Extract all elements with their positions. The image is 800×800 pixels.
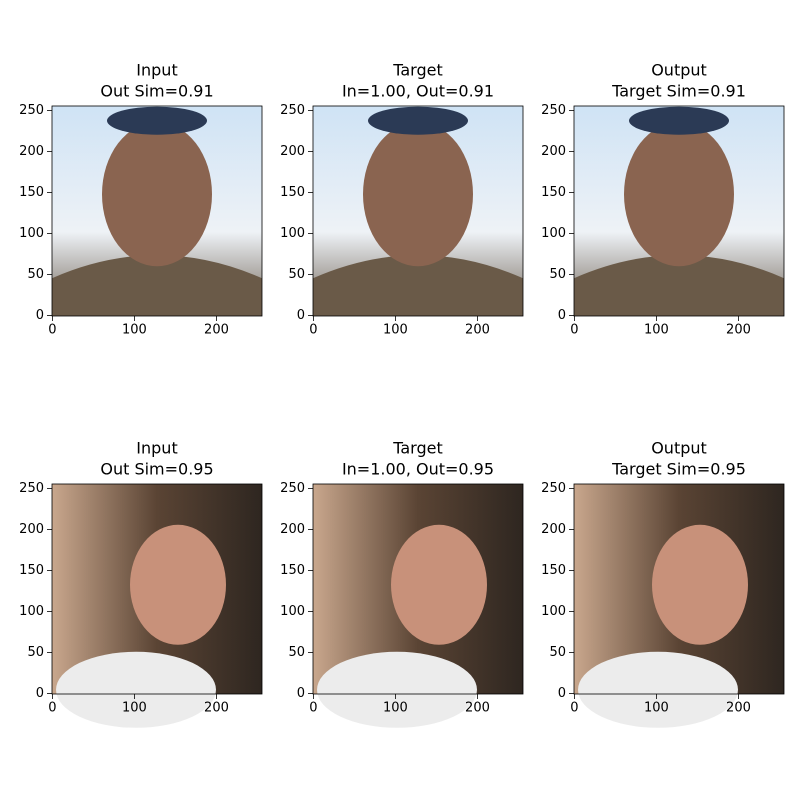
- image-region: [624, 122, 734, 267]
- y-tick-label: 150: [19, 185, 44, 200]
- subplot-title: Target: [392, 61, 443, 80]
- image-region: [363, 122, 473, 267]
- axes-frame: [573, 105, 785, 317]
- x-tick-label: 100: [383, 701, 408, 716]
- y-tick-label: 150: [541, 563, 566, 578]
- y-tick-label: 0: [297, 308, 305, 323]
- x-tick-label: 200: [465, 323, 490, 338]
- y-tick-label: 100: [280, 604, 305, 619]
- x-tick-label: 100: [644, 701, 669, 716]
- y-tick-label: 200: [19, 144, 44, 159]
- x-tick-label: 0: [570, 701, 578, 716]
- image-region: [578, 651, 738, 728]
- image-region: [574, 255, 784, 316]
- y-tick-label: 100: [541, 604, 566, 619]
- y-tick-label: 100: [19, 226, 44, 241]
- image-region: [652, 524, 748, 645]
- x-tick-label: 0: [48, 701, 56, 716]
- x-tick-label: 200: [465, 701, 490, 716]
- y-tick-label: 250: [19, 103, 44, 118]
- y-tick-label: 50: [549, 267, 566, 282]
- image-region: [52, 255, 262, 316]
- subplot-title: Input: [136, 61, 177, 80]
- y-tick-label: 0: [36, 308, 44, 323]
- y-tick-label: 100: [280, 226, 305, 241]
- x-tick-label: 0: [48, 323, 56, 338]
- image-region: [56, 651, 216, 728]
- y-tick-label: 0: [558, 686, 566, 701]
- x-tick-label: 100: [383, 323, 408, 338]
- x-tick-label: 100: [122, 323, 147, 338]
- y-tick-label: 200: [541, 144, 566, 159]
- y-tick-label: 250: [280, 103, 305, 118]
- subplot-title: Input: [136, 439, 177, 458]
- axes-frame: [51, 483, 263, 695]
- x-tick-label: 100: [644, 323, 669, 338]
- x-tick-label: 200: [204, 323, 229, 338]
- subplot-title: In=1.00, Out=0.95: [342, 460, 494, 479]
- y-tick-label: 0: [36, 686, 44, 701]
- y-tick-label: 50: [27, 267, 44, 282]
- y-tick-label: 150: [280, 185, 305, 200]
- y-tick-label: 0: [558, 308, 566, 323]
- y-tick-label: 200: [541, 522, 566, 537]
- subplot-title: Out Sim=0.95: [100, 460, 213, 479]
- image-region: [313, 255, 523, 316]
- y-tick-label: 50: [288, 645, 305, 660]
- y-tick-label: 250: [280, 481, 305, 496]
- y-tick-label: 150: [280, 563, 305, 578]
- image-region: [107, 106, 207, 135]
- x-tick-label: 0: [309, 323, 317, 338]
- x-tick-label: 200: [204, 701, 229, 716]
- image-region: [130, 524, 226, 645]
- subplot-title: Output: [651, 61, 707, 80]
- x-tick-label: 200: [726, 701, 751, 716]
- subplot-title: In=1.00, Out=0.91: [342, 82, 494, 101]
- image-region: [317, 651, 477, 728]
- y-tick-label: 50: [549, 645, 566, 660]
- y-tick-label: 200: [19, 522, 44, 537]
- y-tick-label: 150: [541, 185, 566, 200]
- y-tick-label: 0: [297, 686, 305, 701]
- y-tick-label: 100: [19, 604, 44, 619]
- y-tick-label: 50: [27, 645, 44, 660]
- y-tick-label: 200: [280, 522, 305, 537]
- x-tick-label: 100: [122, 701, 147, 716]
- x-tick-label: 0: [570, 323, 578, 338]
- image-region: [629, 106, 729, 135]
- image-region: [368, 106, 468, 135]
- y-tick-label: 50: [288, 267, 305, 282]
- y-tick-label: 150: [19, 563, 44, 578]
- subplot-title: Target: [392, 439, 443, 458]
- subplot-title: Target Sim=0.91: [611, 82, 746, 101]
- x-tick-label: 200: [726, 323, 751, 338]
- axes-frame: [51, 105, 263, 317]
- axes-frame: [312, 483, 524, 695]
- image-region: [391, 524, 487, 645]
- y-tick-label: 100: [541, 226, 566, 241]
- y-tick-label: 250: [541, 481, 566, 496]
- subplot-title: Out Sim=0.91: [100, 82, 213, 101]
- y-tick-label: 250: [19, 481, 44, 496]
- axes-frame: [312, 105, 524, 317]
- y-tick-label: 250: [541, 103, 566, 118]
- axes-frame: [573, 483, 785, 695]
- subplot-title: Target Sim=0.95: [611, 460, 746, 479]
- x-tick-label: 0: [309, 701, 317, 716]
- subplot-title: Output: [651, 439, 707, 458]
- image-region: [102, 122, 212, 267]
- y-tick-label: 200: [280, 144, 305, 159]
